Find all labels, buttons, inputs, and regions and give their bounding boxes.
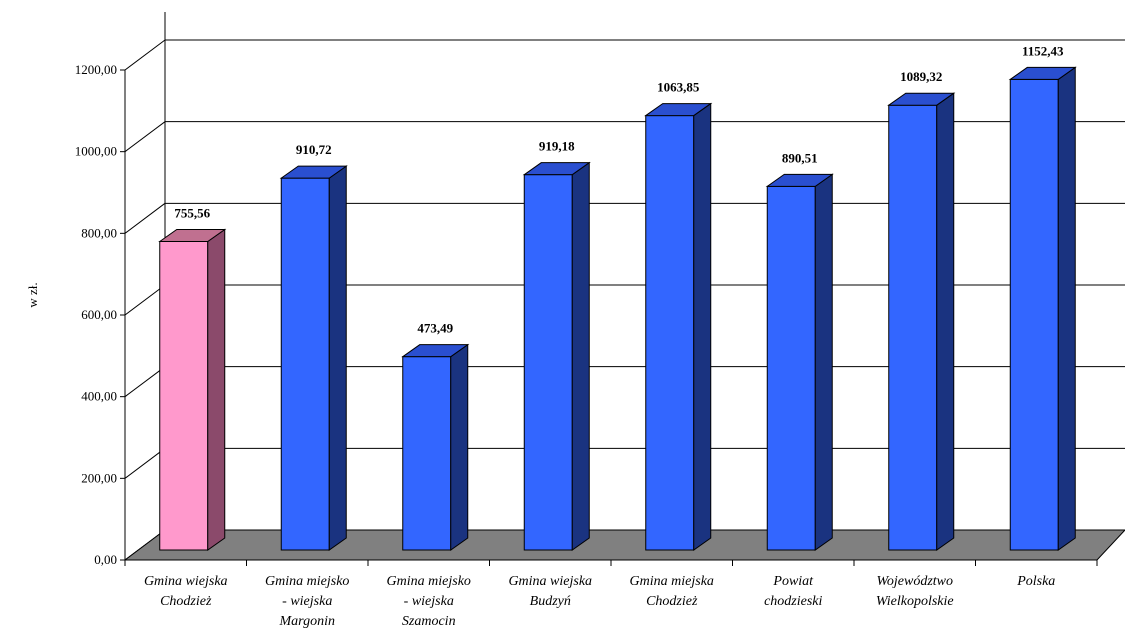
x-tick-label-line: Budzyń: [530, 594, 571, 609]
side-gridline: [124, 121, 166, 153]
y-tick-label: 200,00: [81, 470, 117, 485]
x-tick-label-line: Gmina wiejska: [144, 574, 228, 589]
side-gridline: [124, 447, 166, 479]
bar-top: [522, 162, 591, 176]
bar-top: [401, 344, 470, 358]
bar-side: [693, 102, 712, 551]
bar-top: [644, 103, 713, 117]
bar-front: [159, 240, 209, 551]
y-axis-title: w zł.: [25, 282, 40, 307]
x-tick-label: Gmina miejska Chodzież: [630, 574, 714, 609]
x-tick-label-line: Gmina wiejska: [508, 574, 592, 589]
bar-side: [207, 228, 226, 551]
y-tick-label: 800,00: [81, 225, 117, 240]
bar-top: [279, 165, 348, 179]
y-tick-label: 1000,00: [75, 144, 117, 159]
x-tick-label-line: - wiejska: [404, 594, 454, 609]
bar-front: [523, 174, 573, 551]
bar-side: [571, 161, 590, 551]
x-tick-label-line: Powiat: [772, 574, 814, 589]
x-tick-label-line: Wielkopolskie: [876, 594, 954, 609]
y-tick-label: 600,00: [81, 307, 117, 322]
bar-front: [888, 104, 938, 551]
bar-front: [280, 177, 330, 551]
bar-side: [1057, 66, 1076, 551]
x-tick-label-line: Gmina miejska: [630, 574, 714, 589]
grid-layer: [124, 12, 1125, 561]
x-tick-label: Powiat chodzieski: [764, 574, 822, 609]
x-tick-label-line: - wiejska: [282, 594, 332, 609]
x-tick-label-line: Chodzież: [646, 594, 698, 609]
bar: [158, 228, 227, 551]
bar-front: [645, 115, 695, 551]
side-gridline: [124, 366, 166, 398]
bar: [522, 161, 591, 551]
data-label: 890,51: [782, 150, 818, 165]
bar-side: [814, 173, 833, 551]
data-label: 1089,32: [900, 69, 942, 84]
bar: [1008, 66, 1077, 551]
bar-side: [936, 92, 955, 551]
bar: [279, 165, 348, 551]
data-label: 910,72: [296, 142, 332, 157]
bar-side: [450, 343, 469, 551]
labels-layer: 755,56 Gmina wiejska Chodzież 910,72 Gmina m…: [144, 43, 1064, 629]
bar: [887, 92, 956, 551]
x-tick-label-line: Gmina miejsko: [387, 574, 471, 589]
x-tick-label: Gmina wiejska Chodzież: [144, 574, 228, 609]
x-tick-label: Polska: [1016, 574, 1055, 589]
data-label: 473,49: [417, 321, 453, 336]
x-tick-label-line: Województwo: [877, 574, 954, 589]
axis-layer: 0,00 200,00 400,00 600,00 800,00 1000,00 1200,…: [75, 62, 1098, 567]
data-label: 1152,43: [1022, 43, 1064, 58]
bar: [644, 102, 713, 551]
data-label: 755,56: [174, 205, 210, 220]
x-tick-label-line: Margonin: [279, 614, 335, 629]
data-label: 919,18: [539, 139, 575, 154]
bar-front: [1009, 78, 1059, 551]
chart-floor: [123, 529, 1125, 561]
bar-top: [887, 92, 956, 106]
bar-top: [765, 173, 834, 187]
x-tick-label-line: Szamocin: [402, 614, 456, 629]
x-tick-label-line: chodzieski: [764, 594, 822, 609]
floor-layer: [123, 529, 1125, 561]
bar: [401, 343, 470, 551]
side-gridline: [124, 284, 166, 316]
data-label: 1063,85: [657, 80, 700, 95]
bar-front: [766, 185, 816, 551]
bars-layer: [158, 66, 1077, 551]
bar-front: [402, 356, 452, 551]
x-tick-label: Gmina miejsko - wiejska Szamocin: [387, 574, 471, 629]
side-gridline: [124, 202, 166, 234]
y-tick-label: 400,00: [81, 389, 117, 404]
x-tick-label: Gmina miejsko - wiejska Margonin: [265, 574, 349, 629]
x-tick-label-line: Polska: [1016, 574, 1055, 589]
y-tick-label: 1200,00: [75, 62, 117, 77]
side-gridline: [124, 39, 166, 71]
bar: [765, 173, 834, 551]
y-tick-label: 0,00: [94, 552, 117, 567]
x-tick-label-line: Gmina miejsko: [265, 574, 349, 589]
x-tick-label: Województwo Wielkopolskie: [876, 574, 954, 609]
x-tick-label: Gmina wiejska Budzyń: [508, 574, 592, 609]
bar-top: [158, 228, 227, 242]
bar-top: [1008, 66, 1077, 80]
x-tick-label-line: Chodzież: [160, 594, 212, 609]
bar-side: [328, 165, 347, 551]
